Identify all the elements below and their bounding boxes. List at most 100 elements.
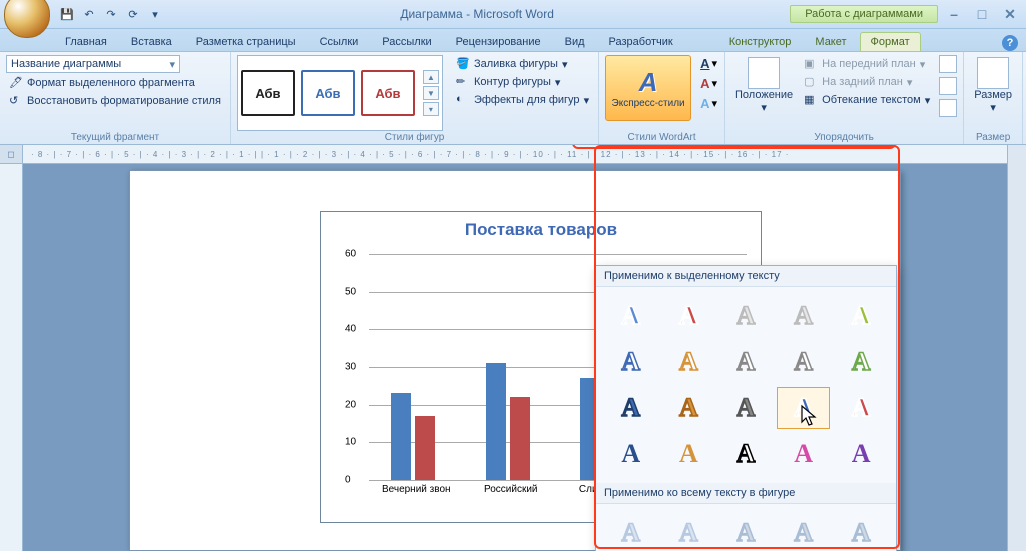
tab-design[interactable]: Конструктор (718, 32, 803, 51)
wordart-style-item[interactable]: A (662, 341, 716, 383)
close-button[interactable]: ✕ (1000, 6, 1020, 22)
gallery-down-icon[interactable]: ▼ (423, 86, 439, 100)
wordart-style-item[interactable]: A (777, 341, 831, 383)
chart-title[interactable]: Поставка товаров (321, 220, 761, 240)
chart-tools-label: Работа с диаграммами (790, 5, 938, 23)
size-button[interactable]: Размер▾ (970, 55, 1016, 131)
wordart-style-item[interactable]: A (834, 387, 888, 429)
wordart-grid-all: AAAAAAAAAA (596, 504, 896, 551)
wordart-quick-styles-button[interactable]: A Экспресс-стили (605, 55, 691, 121)
text-fill-button[interactable]: A▾ (699, 55, 718, 72)
app-name: Microsoft Word (473, 7, 553, 21)
window-buttons: – □ ✕ (944, 6, 1020, 22)
horizontal-ruler: · 8 · | · 7 · | · 6 · | · 5 · | · 4 · | … (23, 145, 1007, 164)
shape-style-thumb[interactable]: Абв (241, 70, 295, 116)
wordart-section-header: Применимо к выделенному тексту (596, 266, 896, 287)
group-shape-styles: Абв Абв Абв ▲ ▼ ▾ 🪣Заливка фигуры ▾ ✏Кон… (231, 52, 599, 144)
wordart-style-item[interactable]: A (604, 512, 658, 551)
wordart-side-buttons: A▾ A▾ A▾ (699, 55, 718, 131)
text-wrap-button[interactable]: ▦Обтекание текстом ▾ (801, 91, 933, 109)
send-back-icon: ▢ (804, 75, 818, 89)
tab-format[interactable]: Формат (860, 32, 921, 51)
doc-name: Диаграмма (400, 7, 462, 21)
tab-layout[interactable]: Разметка страницы (185, 32, 307, 51)
wordart-style-item[interactable]: A (604, 433, 658, 475)
rotate-icon[interactable] (939, 99, 957, 117)
wordart-style-item[interactable]: A (719, 512, 773, 551)
fill-icon: 🪣 (456, 57, 470, 71)
wordart-style-item[interactable]: A (834, 512, 888, 551)
minimize-button[interactable]: – (944, 6, 964, 22)
ruler-corner[interactable]: ◻ (0, 145, 23, 164)
undo-icon[interactable]: ↶ (80, 5, 98, 23)
wordart-section-header: Применимо ко всему тексту в фигуре (596, 483, 896, 504)
wordart-style-item[interactable]: A (834, 295, 888, 337)
redo-icon[interactable]: ↷ (102, 5, 120, 23)
text-outline-icon: A (700, 76, 709, 91)
tab-developer[interactable]: Разработчик (598, 32, 684, 51)
text-effects-button[interactable]: A▾ (699, 95, 718, 112)
tab-view[interactable]: Вид (554, 32, 596, 51)
group-current-selection: Название диаграммы 🖊Формат выделенного ф… (0, 52, 231, 144)
group-label: Текущий фрагмент (6, 131, 224, 143)
tab-review[interactable]: Рецензирование (445, 32, 552, 51)
gallery-scroll: ▲ ▼ ▾ (423, 70, 439, 116)
gallery-up-icon[interactable]: ▲ (423, 70, 439, 84)
group-wordart-styles: A Экспресс-стили A▾ A▾ A▾ Стили WordArt (599, 52, 725, 144)
wordart-style-item[interactable]: A (777, 433, 831, 475)
wordart-icon: A (639, 67, 658, 98)
wordart-style-item[interactable]: A (777, 295, 831, 337)
gallery-more-icon[interactable]: ▾ (423, 102, 439, 116)
tab-links[interactable]: Ссылки (309, 32, 370, 51)
wordart-style-item[interactable]: A (662, 512, 716, 551)
wordart-style-item[interactable]: A (719, 387, 773, 429)
repeat-icon[interactable]: ⟳ (124, 5, 142, 23)
document-area: ◻ · 8 · | · 7 · | · 6 · | · 5 · | · 4 · … (0, 145, 1026, 551)
group-label: Стили фигур (237, 131, 592, 143)
text-effects-icon: A (700, 96, 709, 111)
wordart-style-item[interactable]: A (604, 387, 658, 429)
wordart-style-item[interactable]: A (777, 512, 831, 551)
group-arrange: Положение▾ ▣На передний план ▾ ▢На задни… (725, 52, 964, 144)
tab-home[interactable]: Главная (54, 32, 118, 51)
effects-icon: ◐ (456, 93, 470, 107)
shape-style-thumb[interactable]: Абв (301, 70, 355, 116)
wordart-grid-selection: AAAAAAAAAAAAAAAAAAAA (596, 287, 896, 483)
save-icon[interactable]: 💾 (58, 5, 76, 23)
shape-fill-button[interactable]: 🪣Заливка фигуры ▾ (453, 55, 592, 73)
position-button[interactable]: Положение▾ (731, 55, 797, 131)
wordart-style-item[interactable]: A (604, 295, 658, 337)
wordart-style-item[interactable]: A (662, 295, 716, 337)
wordart-styles-dropdown: Применимо к выделенному тексту AAAAAAAAA… (595, 265, 897, 551)
app-window: 💾 ↶ ↷ ⟳ ▾ Диаграмма - Microsoft Word Раб… (0, 0, 1026, 551)
wordart-style-item[interactable]: A (834, 341, 888, 383)
text-outline-button[interactable]: A▾ (699, 75, 718, 92)
tab-mailings[interactable]: Рассылки (371, 32, 442, 51)
tab-chart-layout[interactable]: Макет (804, 32, 857, 51)
group-icon[interactable] (939, 77, 957, 95)
shape-outline-button[interactable]: ✏Контур фигуры ▾ (453, 73, 592, 91)
wordart-style-item[interactable]: A (719, 433, 773, 475)
wordart-style-item[interactable]: A (719, 295, 773, 337)
bring-front-button[interactable]: ▣На передний план ▾ (801, 55, 933, 73)
align-icon[interactable] (939, 55, 957, 73)
vertical-scrollbar[interactable] (1007, 145, 1026, 551)
group-label: Стили WordArt (605, 131, 718, 143)
restore-button[interactable]: □ (972, 6, 992, 22)
shape-style-thumb[interactable]: Абв (361, 70, 415, 116)
wordart-style-item[interactable]: A (662, 387, 716, 429)
shape-effects-button[interactable]: ◐Эффекты для фигур ▾ (453, 91, 592, 109)
wordart-style-item[interactable]: A (719, 341, 773, 383)
qat-dropdown-icon[interactable]: ▾ (146, 5, 164, 23)
help-button[interactable]: ? (1002, 35, 1018, 51)
wordart-style-item[interactable]: A (662, 433, 716, 475)
reset-style-button[interactable]: ↺Восстановить форматирование стиля (6, 93, 224, 109)
chart-element-combo[interactable]: Название диаграммы (6, 55, 180, 73)
format-selection-button[interactable]: 🖊Формат выделенного фрагмента (6, 75, 224, 91)
wordart-style-item[interactable]: A (834, 433, 888, 475)
send-back-button[interactable]: ▢На задний план ▾ (801, 73, 933, 91)
shape-style-gallery[interactable]: Абв Абв Абв ▲ ▼ ▾ (237, 55, 443, 131)
tab-insert[interactable]: Вставка (120, 32, 183, 51)
wordart-style-item[interactable]: A (777, 387, 831, 429)
wordart-style-item[interactable]: A (604, 341, 658, 383)
